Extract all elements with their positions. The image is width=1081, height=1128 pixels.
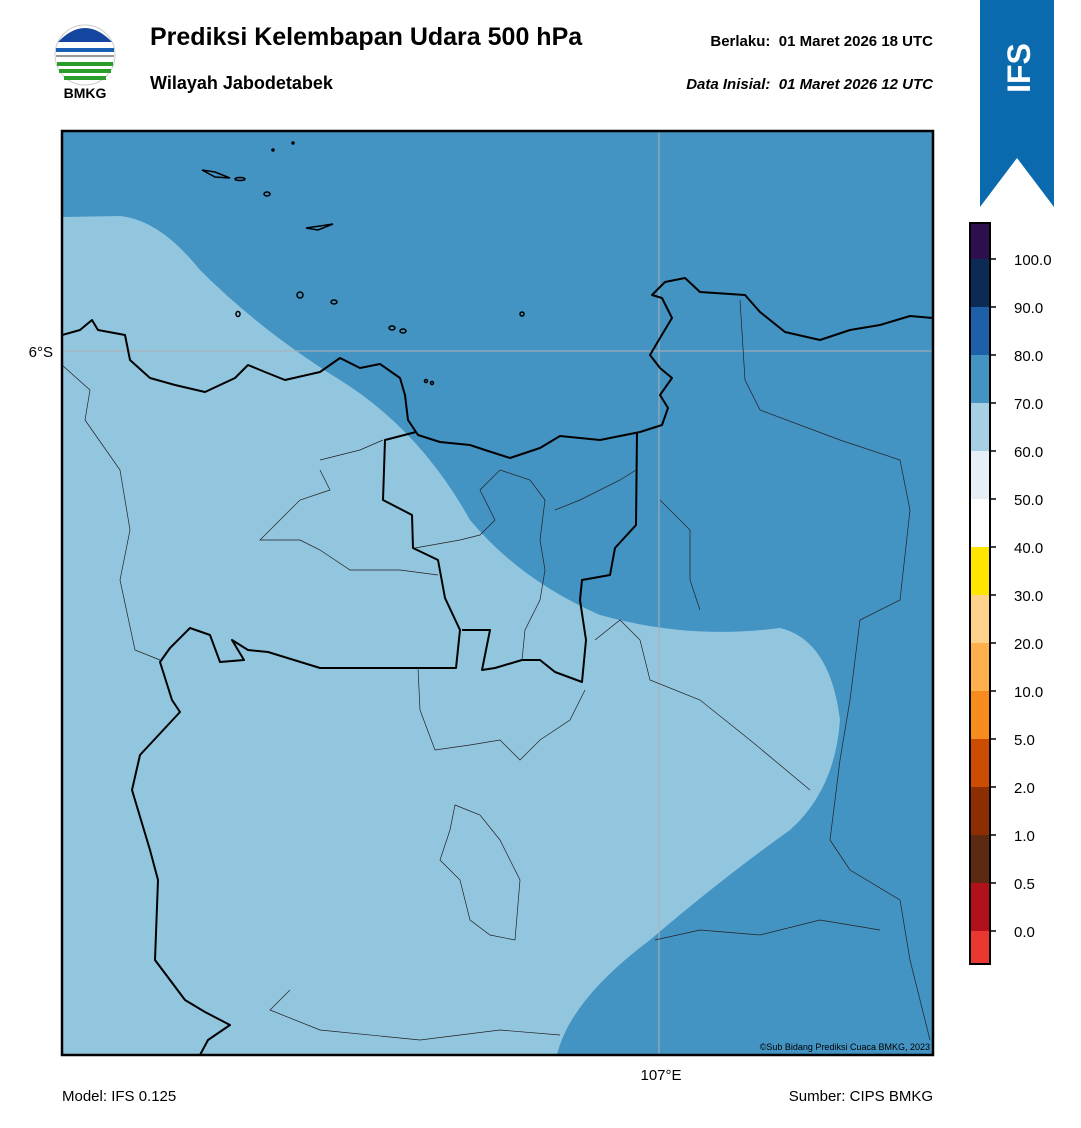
badge-text: IFS bbox=[1001, 43, 1037, 93]
colorbar-tick-label: 60.0 bbox=[1014, 444, 1043, 461]
colorbar-tick-label: 1.0 bbox=[1014, 828, 1035, 845]
bmkg-logo: BMKG bbox=[54, 24, 116, 101]
islands bbox=[201, 141, 525, 386]
credit: ©Sub Bidang Prediksi Cuaca BMKG, 2023 bbox=[760, 1042, 930, 1052]
colorbar-segment bbox=[970, 835, 990, 883]
valid-label: Berlaku: bbox=[710, 33, 770, 50]
lat-label: 6°S bbox=[29, 344, 53, 361]
province-boundary bbox=[462, 431, 638, 683]
map-frame bbox=[60, 129, 935, 1057]
colorbar-segment bbox=[970, 691, 990, 739]
coastline bbox=[62, 277, 933, 459]
colorbar: 0.0 0.5 1.0 2.0 5.0 10.0 20.0 30.0 40.0 50.0 60.0 7… bbox=[969, 222, 1052, 965]
colorbar-segment bbox=[970, 355, 990, 403]
colorbar-segment bbox=[970, 883, 990, 931]
colorbar-tick-label: 5.0 bbox=[1014, 732, 1035, 749]
colorbar-frame bbox=[969, 222, 991, 965]
map: ©Sub Bidang Prediksi Cuaca BMKG, 2023 6°… bbox=[29, 129, 935, 1084]
init-value: 01 Maret 2026 12 UTC bbox=[779, 76, 934, 93]
colorbar-tick-label: 80.0 bbox=[1014, 348, 1043, 365]
colorbar-tick-label: 2.0 bbox=[1014, 780, 1035, 797]
colorbar-tick-label: 0.5 bbox=[1014, 876, 1035, 893]
logo-text: BMKG bbox=[64, 85, 107, 101]
source-label: Sumber: CIPS BMKG bbox=[789, 1088, 933, 1105]
valid-time: Berlaku: 01 Maret 2026 18 UTC bbox=[710, 33, 933, 50]
colorbar-segment bbox=[970, 451, 990, 499]
colorbar-segment bbox=[970, 787, 990, 835]
colorbar-segment bbox=[970, 547, 990, 595]
colorbar-segment bbox=[970, 931, 990, 964]
colorbar-tick-label: 50.0 bbox=[1014, 492, 1043, 509]
colorbar-segment bbox=[970, 223, 990, 259]
model-badge bbox=[980, 0, 1054, 207]
colorbar-tick-label: 30.0 bbox=[1014, 588, 1043, 605]
colorbar-segment bbox=[970, 259, 990, 307]
colorbar-tick-label: 40.0 bbox=[1014, 540, 1043, 557]
init-label: Data Inisial: bbox=[686, 76, 770, 93]
title: Prediksi Kelembapan Udara 500 hPa bbox=[150, 23, 583, 51]
regency-boundary bbox=[62, 299, 931, 1041]
colorbar-tick-label: 90.0 bbox=[1014, 300, 1043, 317]
colorbar-segment bbox=[970, 595, 990, 643]
colorbar-tick-label: 10.0 bbox=[1014, 684, 1043, 701]
colorbar-tick-label: 100.0 bbox=[1014, 252, 1052, 269]
colorbar-tick-label: 70.0 bbox=[1014, 396, 1043, 413]
province-boundary bbox=[131, 431, 461, 1055]
subtitle: Wilayah Jabodetabek bbox=[150, 73, 334, 93]
colorbar-segment bbox=[970, 643, 990, 691]
model-label: Model: IFS 0.125 bbox=[62, 1088, 176, 1105]
colorbar-segment bbox=[970, 403, 990, 451]
colorbar-segment bbox=[970, 739, 990, 787]
colorbar-segment bbox=[970, 499, 990, 547]
init-time: Data Inisial: 01 Maret 2026 12 UTC bbox=[686, 76, 934, 93]
valid-value: 01 Maret 2026 18 UTC bbox=[779, 33, 933, 50]
humidity-field-low bbox=[62, 216, 840, 1055]
colorbar-segment bbox=[970, 307, 990, 355]
lon-label: 107°E bbox=[640, 1067, 681, 1084]
colorbar-tick-label: 20.0 bbox=[1014, 636, 1043, 653]
colorbar-tick-label: 0.0 bbox=[1014, 924, 1035, 941]
